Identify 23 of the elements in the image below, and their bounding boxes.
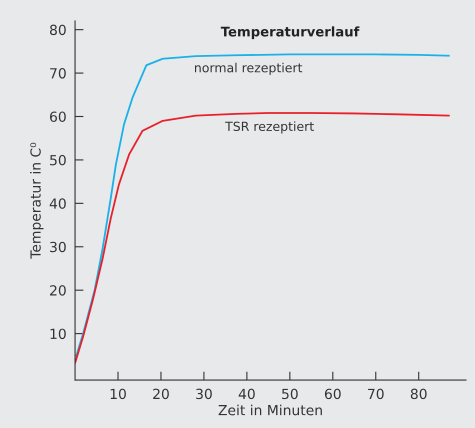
line-series [75, 54, 450, 357]
x-tick-label: 10 [110, 388, 126, 400]
x-axis-title: Zeit in Minuten [218, 404, 322, 416]
y-tick-label: 10 [50, 328, 66, 340]
y-tick-label: 40 [50, 198, 66, 209]
y-tick-label: 60 [50, 111, 66, 122]
y-tick-label: 20 [50, 285, 66, 296]
x-tick-label: 50 [282, 388, 298, 400]
x-tick-label: 20 [153, 388, 169, 400]
series-label: TSR rezeptiert [225, 121, 314, 134]
y-axis-title: Temperatur in C⁰ [30, 142, 44, 259]
y-tick-label: 80 [50, 24, 66, 36]
y-tick-label: 70 [50, 68, 66, 79]
x-tick-label: 60 [324, 388, 341, 400]
series-label: normal rezeptiert [195, 62, 302, 75]
x-tick-label: 70 [368, 388, 384, 400]
x-tick-label: 80 [410, 388, 427, 400]
y-tick-label: 30 [50, 242, 66, 252]
x-tick-label: 30 [196, 388, 212, 400]
x-tick-label: 40 [238, 388, 255, 400]
chart-title: Temperaturverlauf [220, 26, 360, 40]
line-series [75, 112, 450, 364]
y-tick-label: 50 [50, 154, 66, 166]
